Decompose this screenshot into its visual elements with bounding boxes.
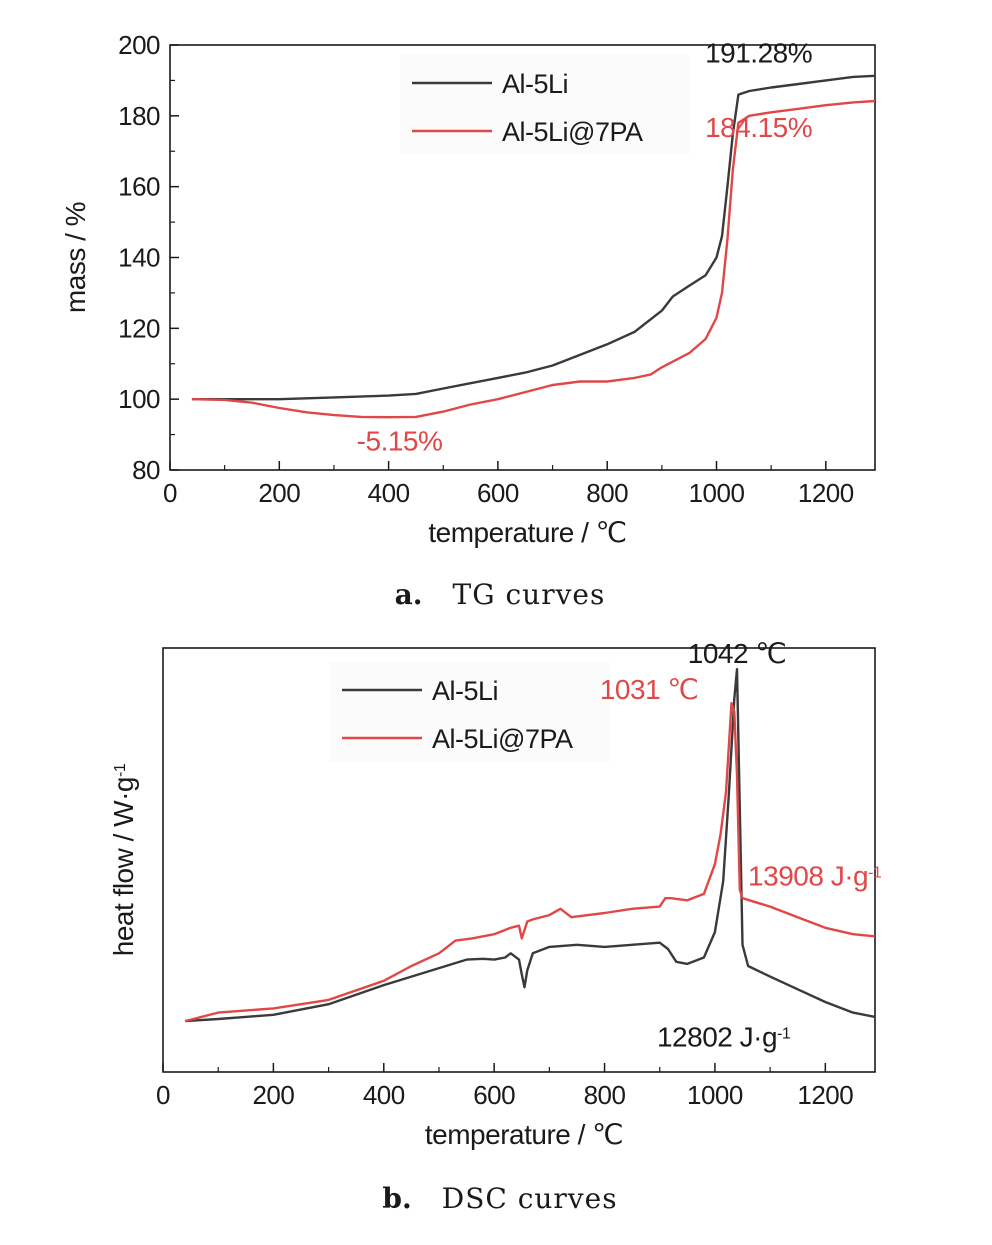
data-annotation: 184.15% <box>705 112 812 143</box>
y-tick-label: 80 <box>132 455 160 485</box>
caption-label: b. <box>382 1182 411 1215</box>
x-tick-label: 400 <box>368 478 410 508</box>
x-tick-label: 0 <box>163 478 177 508</box>
x-tick-label: 800 <box>586 478 628 508</box>
y-axis-label-superscript: -1 <box>112 763 129 777</box>
x-tick-label: 200 <box>252 1080 294 1110</box>
caption-text: TG curves <box>453 578 606 611</box>
series-line-al-5li-7pa <box>191 99 876 419</box>
legend-label-al-5li: Al-5Li <box>432 676 498 706</box>
y-tick-label: 120 <box>118 313 160 343</box>
legend-label-al-5li-7pa: Al-5Li@7PA <box>432 724 573 754</box>
x-tick-label: 0 <box>156 1080 170 1110</box>
y-tick-label: 200 <box>118 30 160 60</box>
caption-text: DSC curves <box>442 1182 618 1215</box>
legend-label-al-5li-7pa: Al-5Li@7PA <box>502 117 643 147</box>
figure-caption: a. TG curves <box>395 578 606 611</box>
chart-dsc: 0 200 400 600 800 1000 1200 temperature / ℃ heat… <box>108 638 882 1215</box>
y-tick-label: 100 <box>118 384 160 414</box>
caption-label: a. <box>395 578 423 611</box>
x-tick-label: 200 <box>258 478 300 508</box>
plot-frame <box>162 647 876 1073</box>
x-tick-label: 600 <box>477 478 519 508</box>
data-annotation: 191.28% <box>705 38 812 69</box>
x-tick-label: 800 <box>584 1080 626 1110</box>
x-tick-label: 1000 <box>689 478 745 508</box>
data-annotation: 1042 ℃ <box>688 638 787 669</box>
data-annotation: 1031 ℃ <box>600 674 699 705</box>
x-tick-label: 1000 <box>687 1080 743 1110</box>
y-tick-label: 160 <box>118 172 160 202</box>
x-axis-label: temperature / ℃ <box>425 1119 623 1150</box>
y-tick-label: 140 <box>118 243 160 273</box>
y-tick-label: 180 <box>118 101 160 131</box>
y-axis-label: mass / % <box>60 202 91 313</box>
series-line-al-5li <box>191 74 876 401</box>
data-annotation: -5.15% <box>357 426 443 457</box>
chart-tg: 0 200 400 600 800 1000 1200 80 100 120 140 160 180 20… <box>60 30 876 611</box>
x-tick-label: 1200 <box>797 1080 853 1110</box>
legend-label-al-5li: Al-5Li <box>502 69 568 99</box>
figure-caption: b. DSC curves <box>382 1182 617 1215</box>
x-tick-label: 400 <box>363 1080 405 1110</box>
data-annotation-superscript: -1 <box>777 1025 791 1042</box>
data-annotation: 13908 J·g-1 <box>748 860 882 891</box>
series-line-al-5li-7pa <box>184 701 876 1023</box>
legend-background <box>330 662 610 762</box>
x-axis-label: temperature / ℃ <box>428 517 626 548</box>
data-annotation-superscript: -1 <box>868 864 882 881</box>
x-tick-label: 600 <box>473 1080 515 1110</box>
data-annotation: 12802 J·g-1 <box>657 1022 791 1053</box>
legend-background <box>400 55 690 155</box>
series-line-al-5li <box>185 668 876 1023</box>
y-axis-label: heat flow / W·g-1 <box>108 763 139 956</box>
x-tick-label: 1200 <box>798 478 854 508</box>
